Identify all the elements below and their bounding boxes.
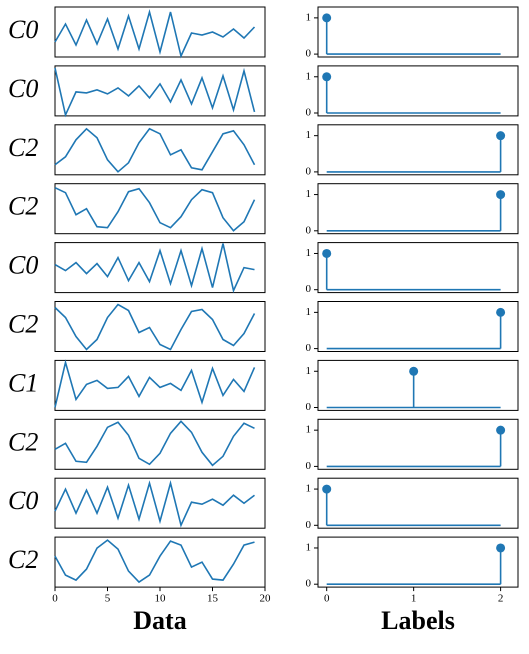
y-tick-label: 0 [306,224,312,236]
y-tick-label: 0 [306,165,312,177]
axes-frame [317,6,519,58]
x-tick-label: 15 [207,593,219,605]
axes-frame [317,65,519,117]
axes-frame [54,65,266,117]
axes-frame [54,301,266,352]
stem-marker [496,425,506,435]
stem-marker [496,131,506,141]
row-label: C2 [8,427,38,456]
axes-frame [54,477,266,529]
y-tick-label: 1 [306,129,312,141]
x-tick-label: 0 [52,593,58,605]
y-tick-label: 1 [306,542,312,554]
axes-frame [317,359,519,411]
y-tick-label: 0 [306,283,312,295]
stem-marker [322,248,332,258]
axes-frame [317,124,519,176]
data-line [54,303,256,351]
data-line [54,539,255,584]
axes-frame [317,477,519,529]
axes-frame [317,183,519,235]
data-line [54,420,255,467]
axes-frame [317,536,519,588]
stem-marker [496,307,506,317]
stem-marker [322,13,332,23]
y-tick-label: 1 [306,70,312,82]
data-line [54,67,256,118]
stem-marker [496,543,506,553]
y-tick-label: 1 [306,11,312,23]
data-line [54,8,256,59]
x-tick-label: 10 [155,593,167,605]
data-line [54,127,256,173]
axes-frame [317,301,519,352]
stem-marker [496,190,506,200]
data-line [54,359,256,408]
axes-frame [54,6,266,58]
x-axis-label: Labels [381,606,455,635]
stem-marker [322,484,332,494]
row-label: C0 [8,74,38,103]
x-tick-label: 1 [411,593,417,605]
axes-frame [54,183,266,235]
data-line [54,243,255,294]
axes-frame [317,242,519,294]
axes-frame [54,359,266,411]
y-tick-label: 1 [306,424,312,436]
axes-frame [317,418,519,470]
x-axis-label: Data [133,606,186,635]
x-tick-label: 5 [105,593,111,605]
y-tick-label: 0 [306,401,312,413]
row-label: C2 [8,192,38,221]
row-label: C2 [8,133,38,162]
y-tick-label: 1 [306,188,312,200]
y-tick-label: 1 [306,306,312,318]
row-label: C2 [8,545,38,574]
stem-marker [322,72,332,82]
y-tick-label: 0 [306,48,312,60]
row-label: C0 [8,486,38,515]
stem-marker [409,366,419,376]
row-label: C0 [8,15,38,44]
data-line [54,480,255,528]
axes-frame [54,418,266,470]
y-tick-label: 0 [306,519,312,531]
x-tick-label: 20 [260,593,272,605]
y-tick-label: 1 [306,483,312,495]
y-tick-label: 0 [306,578,312,590]
data-line [54,186,256,232]
row-label: C0 [8,251,38,280]
x-tick-label: 0 [324,593,330,605]
axes-frame [54,536,266,588]
y-tick-label: 0 [306,342,312,354]
y-tick-label: 1 [306,247,312,259]
y-tick-label: 1 [306,365,312,377]
row-label: C2 [8,309,38,338]
axes-frame [54,124,266,176]
row-label: C1 [8,368,38,397]
axes-frame [54,242,266,294]
y-tick-label: 0 [306,460,312,472]
y-tick-label: 0 [306,107,312,119]
x-tick-label: 2 [498,593,504,605]
